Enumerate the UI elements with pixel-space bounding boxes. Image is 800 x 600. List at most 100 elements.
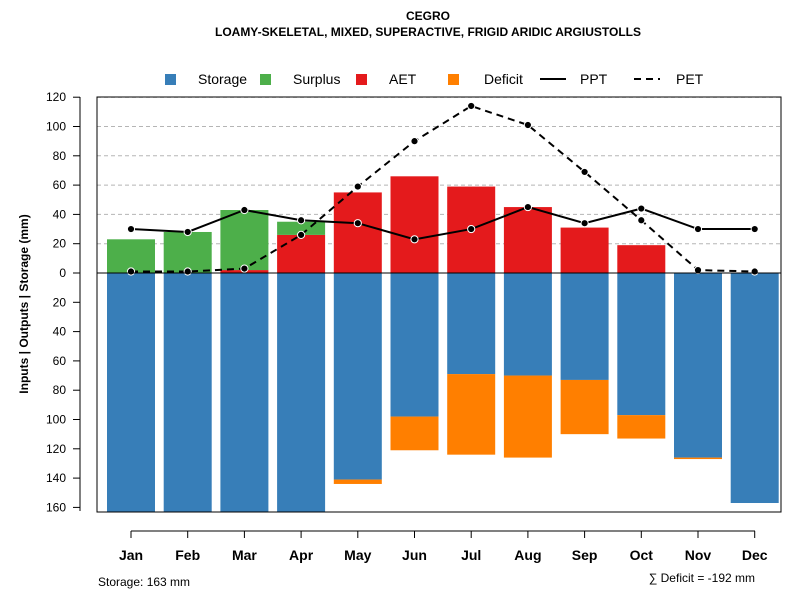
storage-note: Storage: 163 mm xyxy=(98,575,190,589)
x-tick-label-apr: Apr xyxy=(289,547,314,563)
ppt-point xyxy=(126,224,136,234)
aet-bar xyxy=(277,234,326,273)
y-tick-label: 100 xyxy=(46,413,66,427)
pet-line xyxy=(131,104,755,273)
legend-aet-swatch xyxy=(356,74,367,85)
x-tick-label-mar: Mar xyxy=(232,547,257,563)
storage-bar xyxy=(560,273,609,380)
x-tick-label-jun: Jun xyxy=(402,547,427,563)
y-tick-label: 60 xyxy=(53,354,67,368)
pet-point xyxy=(410,137,419,146)
ppt-point xyxy=(580,219,589,228)
ppt-line xyxy=(130,206,755,241)
storage-bar xyxy=(617,273,666,416)
x-tick-label-aug: Aug xyxy=(514,547,541,563)
pet-point xyxy=(693,265,703,275)
pet-point xyxy=(240,264,249,273)
x-tick-label-jul: Jul xyxy=(461,547,481,563)
y-tick-label: 0 xyxy=(59,266,66,280)
pet-point xyxy=(750,267,759,276)
deficit-bar xyxy=(333,479,382,484)
pet-point xyxy=(183,267,192,276)
deficit-note: ∑ Deficit = -192 mm xyxy=(649,571,755,585)
deficit-bar xyxy=(674,457,722,460)
legend-surplus-swatch xyxy=(260,74,271,85)
legend-aet-label: AET xyxy=(389,71,417,87)
pet-point xyxy=(353,182,362,191)
surplus-bar xyxy=(107,239,155,273)
ppt-point xyxy=(240,205,249,215)
deficit-bar xyxy=(447,374,496,455)
plot-frame xyxy=(96,96,782,513)
y-tick-label: 100 xyxy=(46,120,66,134)
y-tick-label: 60 xyxy=(53,178,67,192)
x-axis: Jan Feb Mar Apr May Jun Jul Aug Sep Oct Nov Dec xyxy=(119,530,768,563)
ppt-point xyxy=(297,216,306,225)
storage-bar xyxy=(674,273,722,458)
surplus-bar xyxy=(163,231,212,273)
pet-point xyxy=(467,101,476,111)
ppt-point xyxy=(693,224,703,234)
ppt-point xyxy=(523,202,533,212)
storage-bar xyxy=(333,273,382,480)
legend-ppt-label: PPT xyxy=(580,71,608,87)
ppt-point xyxy=(410,235,419,244)
aet-bar xyxy=(617,245,666,273)
pet-point xyxy=(297,230,306,240)
ppt-point xyxy=(183,227,192,237)
storage-bar xyxy=(503,273,552,376)
deficit-bar xyxy=(503,375,552,458)
y-tick-label: 140 xyxy=(46,471,66,485)
y-tick-label: 160 xyxy=(46,500,66,514)
lines-layer xyxy=(126,101,759,276)
storage-bar xyxy=(163,273,212,512)
pet-point xyxy=(580,167,589,177)
y-tick-label: 80 xyxy=(53,383,67,397)
legend-deficit-swatch xyxy=(448,74,459,85)
y-tick-label: 80 xyxy=(53,149,67,163)
pet-point xyxy=(637,216,646,225)
y-axis: 120 100 80 60 40 20 0 20 40 60 80 100 120 140 160 xyxy=(46,90,81,514)
deficit-bar xyxy=(390,416,439,451)
x-tick-label-sep: Sep xyxy=(572,547,598,563)
aet-bar xyxy=(333,192,382,273)
ppt-point xyxy=(637,204,646,213)
deficit-bar xyxy=(617,415,666,439)
surplus-bar xyxy=(220,210,269,271)
y-tick-label: 40 xyxy=(53,325,67,339)
pet-point xyxy=(523,120,533,130)
deficit-bar xyxy=(560,379,609,435)
y-tick-label: 120 xyxy=(46,442,66,456)
storage-bar xyxy=(447,273,496,375)
y-tick-label: 20 xyxy=(53,295,67,309)
aet-bar xyxy=(560,227,609,273)
ppt-point xyxy=(467,224,476,234)
legend-deficit-label: Deficit xyxy=(484,71,523,87)
y-tick-label: 120 xyxy=(46,90,66,104)
storage-bar xyxy=(107,273,155,512)
storage-bar xyxy=(390,273,439,417)
ppt-point xyxy=(353,219,362,228)
legend-storage-label: Storage xyxy=(198,71,247,87)
y-axis-label: Inputs | Outputs | Storage (mm) xyxy=(17,214,31,393)
x-tick-label-jan: Jan xyxy=(119,547,143,563)
x-tick-label-may: May xyxy=(344,547,371,563)
storage-bar xyxy=(277,273,326,512)
chart-title: CEGRO xyxy=(406,9,450,23)
legend-storage-swatch xyxy=(165,74,176,85)
storage-bar xyxy=(220,273,269,512)
legend-surplus-label: Surplus xyxy=(293,71,340,87)
aet-bar xyxy=(390,176,439,273)
ppt-point xyxy=(750,224,759,234)
bars-layer xyxy=(107,176,779,512)
x-tick-label-nov: Nov xyxy=(685,547,712,563)
legend: Storage Surplus AET Deficit PPT PET xyxy=(165,71,704,87)
x-tick-label-feb: Feb xyxy=(175,547,200,563)
x-tick-label-dec: Dec xyxy=(742,547,768,563)
y-tick-label: 20 xyxy=(53,237,67,251)
legend-pet-label: PET xyxy=(676,71,704,87)
aet-bar xyxy=(503,207,552,273)
x-tick-label-oct: Oct xyxy=(630,547,654,563)
y-tick-label: 40 xyxy=(53,207,67,221)
